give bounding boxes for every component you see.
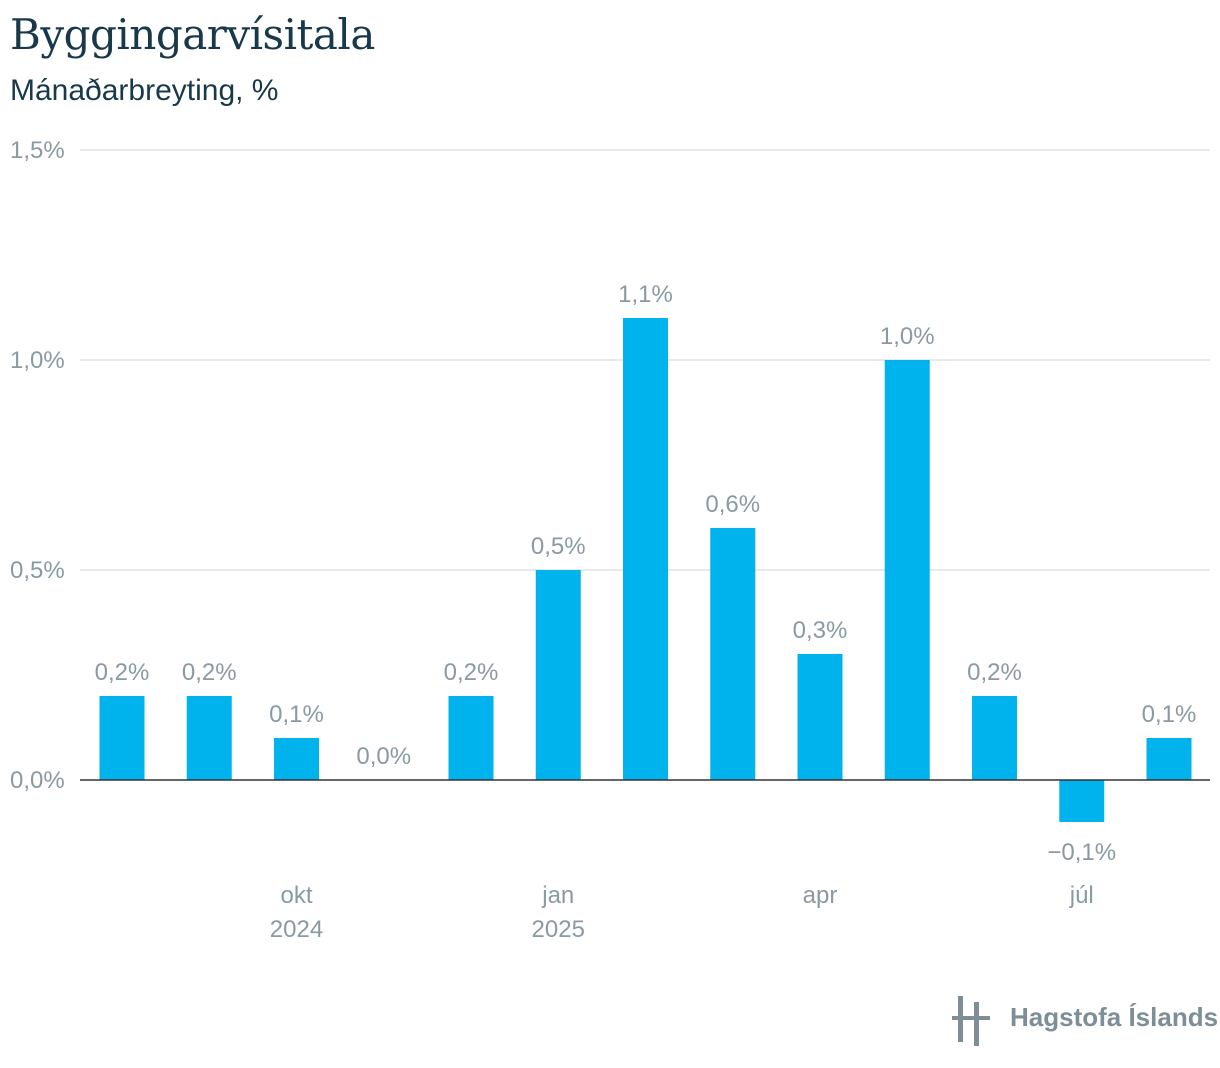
y-tick-label: 1,5% <box>10 137 65 164</box>
bar <box>99 696 145 780</box>
bar <box>274 738 319 780</box>
data-label: 1,0% <box>880 323 935 350</box>
bar <box>1146 738 1192 780</box>
bar <box>884 360 930 780</box>
x-tick-label: apr <box>803 882 838 909</box>
bar <box>186 696 232 780</box>
x-tick-label: okt <box>280 882 312 909</box>
x-tick-year-label: 2025 <box>532 916 585 943</box>
data-label: 0,0% <box>356 743 411 770</box>
data-label: 0,2% <box>182 659 237 686</box>
bar <box>710 528 756 780</box>
hagstofa-logo-text: Hagstofa Íslands <box>1010 1002 1219 1032</box>
chart-subtitle: Mánaðarbreyting, % <box>10 74 279 107</box>
hagstofa-logo: Hagstofa Íslands <box>952 994 1218 1048</box>
data-label: 0,1% <box>269 701 324 728</box>
y-tick-label: 1,0% <box>10 347 65 374</box>
data-label: −0,1% <box>1047 839 1116 866</box>
data-label: 0,2% <box>444 659 499 686</box>
bar <box>448 696 494 780</box>
data-label: 1,1% <box>618 281 673 308</box>
data-label: 0,1% <box>1142 701 1197 728</box>
hagstofa-logo-icon <box>952 996 990 1046</box>
data-label: 0,2% <box>95 659 150 686</box>
y-tick-label: 0,0% <box>10 767 65 794</box>
x-tick-year-label: 2024 <box>270 916 323 943</box>
chart-title: Byggingarvísitala <box>10 10 375 59</box>
bar-chart: 0,0% 0,5% 1,0% 1,5% 0,2% 0,2% 0,1% 0,0% 0,2% 0,5%… <box>10 137 1210 943</box>
x-tick-label: júl <box>1069 882 1094 909</box>
x-tick-label: jan <box>541 882 574 909</box>
bar <box>972 696 1017 780</box>
data-label: 0,5% <box>531 533 586 560</box>
bar <box>535 570 581 780</box>
bar <box>1059 780 1105 822</box>
y-tick-label: 0,5% <box>10 557 65 584</box>
data-label: 0,2% <box>967 659 1022 686</box>
data-label: 0,6% <box>705 491 760 518</box>
bar <box>797 654 843 780</box>
data-label: 0,3% <box>793 617 848 644</box>
bar <box>623 318 668 780</box>
